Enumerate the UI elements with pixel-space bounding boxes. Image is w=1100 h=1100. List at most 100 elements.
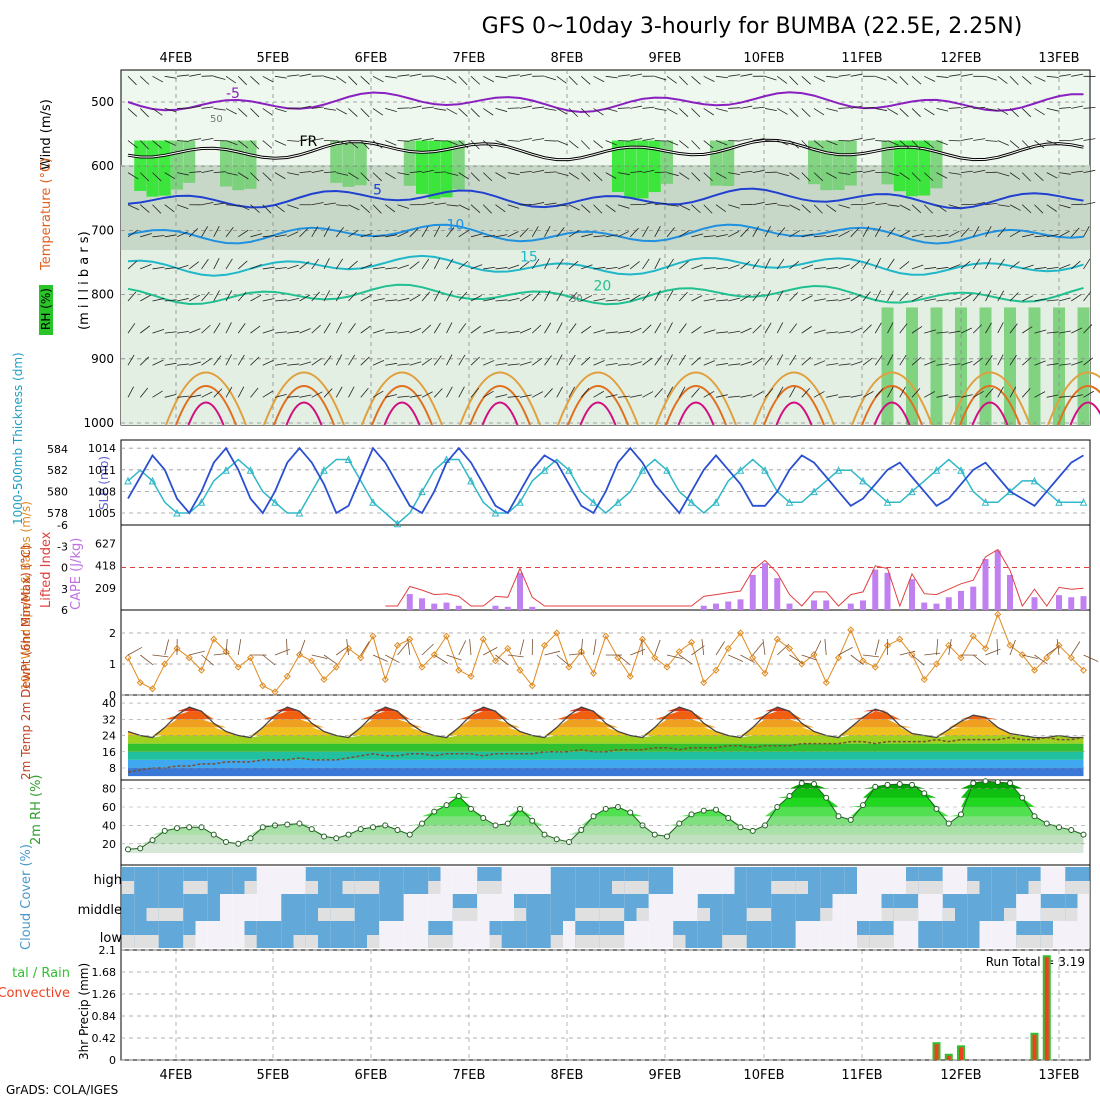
wind-barb [225,322,232,334]
wind-barb [1034,204,1044,214]
cloud-cell [734,935,747,948]
wind-barb [323,290,331,302]
wind-barb [385,108,397,113]
wind-barb [630,73,643,77]
wind-barb [152,108,163,116]
wind-barb-10m [1070,641,1081,656]
cloud-cell [538,894,551,921]
wind-barb [728,264,740,270]
wind-barb [923,172,934,182]
day-label-bottom: 13FEB [1038,1068,1079,1083]
wind-barb [605,204,616,213]
wind-barb [201,258,209,270]
temp-tick: 8 [109,762,116,775]
wind-barb [225,204,238,207]
wind-barb [752,291,761,302]
cloud-cell [979,921,992,948]
cloud-cell [452,867,465,894]
wind-barb [225,172,238,176]
wind-barb [238,140,248,149]
wind-barb [764,355,773,366]
lifted-index-tick: -3 [57,540,68,553]
wind-barb [409,328,421,334]
wind-barb [250,387,259,398]
cloud-cell [207,867,220,894]
day-label-top: 4FEB [160,51,193,66]
wind-barb [446,140,458,146]
wind-barb-10m [407,639,411,656]
cape-bar [749,574,756,610]
wind-barb [666,290,674,302]
cloud-cell [612,935,625,948]
wind-barb [617,74,630,77]
wind-barb [507,140,520,142]
thickness-point [393,519,402,528]
cloud-cell [563,921,576,948]
cloud-cell [465,867,478,894]
rh-point [835,813,842,820]
wind-barb [838,74,851,77]
wind-barb [936,266,949,270]
wind-barb [789,292,799,302]
wind-speed-point [981,644,990,653]
wind-barb [336,172,349,176]
wind-barb [470,387,480,398]
rh-point [1068,827,1075,833]
wind-barb [642,169,655,174]
wind-barb [1083,324,1093,334]
wind-barb [629,227,639,238]
wind-barb [776,227,786,238]
cloud-cell [440,894,453,921]
wind-tick: 0 [109,689,116,702]
wind-speed-point [271,688,279,696]
wind-barb [630,361,642,366]
cloud-cell [893,921,906,948]
wind-barb [826,394,839,398]
precip-legend-total: tal / Rain [12,966,70,981]
wind-barb [593,204,603,214]
cloud-cell [1077,921,1090,948]
wind-barb-10m [397,642,408,656]
wind-barb [495,234,508,238]
wind-barb [887,75,898,84]
wind-speed-point [308,657,316,665]
cloud-cell [220,894,233,921]
rh-moist-cell [146,140,159,197]
cloud-cell [685,867,698,894]
wind-barb [997,322,1004,334]
cape-bar [492,605,499,610]
cloud-cell [942,921,955,948]
wind-barb [838,297,851,302]
wind-barb [446,322,453,334]
wind-speed-point [442,632,451,640]
rh-contour-label: 50 [210,114,223,125]
thickness-point [418,487,426,496]
wind-barb-10m [580,639,583,656]
wind-barb [715,331,728,334]
wind-barb [703,204,713,214]
cloud-cell [906,881,919,894]
wind-speed-point [896,635,904,643]
wind-barb [164,172,176,180]
cloud-cell [342,908,355,921]
cloud-cell [293,894,306,921]
wind-barb [850,105,863,109]
wind-barb [973,106,986,109]
wind-barb [850,327,862,334]
temperature-contour [677,401,715,426]
wind-barb [287,140,300,142]
wind-barb [335,227,344,238]
wind-barb [678,386,686,398]
wind-barb [201,202,214,206]
cloud-cell [158,908,171,921]
wind-barb [421,202,434,206]
rh-moist-cell [832,140,845,191]
precip-convective-bar [946,1055,951,1060]
wind-barb [593,108,604,116]
wind-barb [936,363,949,366]
wind-barb [911,204,922,214]
wind-barb [1034,267,1047,270]
wind-barb [617,363,630,366]
wind-barb-10m [434,654,449,664]
wind-barb [593,390,605,398]
